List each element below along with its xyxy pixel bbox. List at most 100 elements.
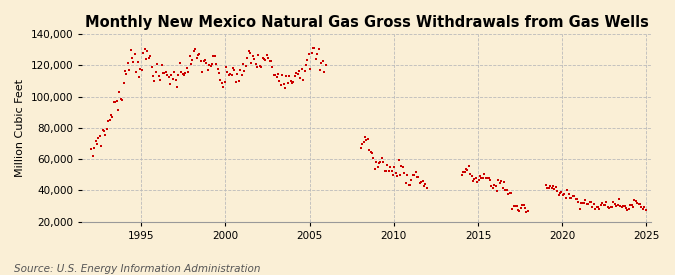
Point [288,79,299,84]
Point [149,79,160,83]
Point [485,178,495,182]
Point [315,68,325,73]
Point [124,68,134,73]
Point [144,56,155,60]
Point [459,169,470,174]
Point [511,203,522,208]
Point [394,157,404,162]
Point [235,68,246,72]
Point [131,70,142,74]
Point [612,203,623,207]
Point [135,67,146,71]
Point [605,204,616,209]
Point [221,65,232,69]
Point [130,52,140,56]
Point [248,57,259,62]
Point [487,186,498,190]
Point [113,108,124,112]
Point [275,83,286,87]
Point [153,73,164,78]
Point [607,205,618,210]
Point [290,74,300,78]
Point [556,190,567,194]
Point [604,206,615,210]
Point [475,174,485,178]
Point [580,197,591,202]
Point [558,193,568,197]
Point [564,196,575,200]
Point [594,207,605,211]
Point [560,196,571,200]
Point [599,202,610,207]
Point [148,74,159,78]
Point [420,182,431,187]
Point [608,200,619,204]
Point [581,202,592,206]
Point [403,183,414,188]
Point [418,184,429,189]
Point [386,169,397,174]
Point [308,46,319,50]
Point [205,64,216,68]
Point [201,61,212,65]
Point [406,178,416,183]
Point [140,56,151,61]
Point [460,166,471,171]
Point [552,189,563,193]
Point [502,188,512,192]
Point [246,60,256,65]
Point [126,48,136,53]
Point [522,209,533,213]
Point [234,79,244,83]
Point [263,56,273,60]
Point [399,171,410,175]
Point [134,75,144,79]
Point [157,71,168,75]
Point [217,80,227,85]
Point [95,134,105,139]
Point [99,129,109,133]
Point [566,196,576,201]
Point [295,75,306,80]
Point [412,175,423,179]
Point [595,203,606,207]
Point [486,184,497,189]
Point [618,204,628,208]
Point [458,170,468,174]
Point [194,52,205,57]
Point [629,198,640,203]
Point [510,204,520,208]
Point [127,56,138,60]
Point [573,200,584,205]
Point [504,191,515,195]
Point [215,78,226,82]
Point [364,148,375,153]
Point [371,160,381,165]
Point [260,57,271,62]
Point [319,70,329,74]
Point [472,180,483,185]
Y-axis label: Million Cubic Feet: Million Cubic Feet [15,79,25,177]
Point [601,200,612,204]
Point [310,57,321,61]
Point [232,72,243,76]
Point [410,170,421,174]
Point [490,184,501,188]
Point [138,51,148,56]
Point [402,172,412,177]
Point [296,67,307,72]
Point [269,73,279,77]
Point [170,78,181,82]
Point [495,179,506,183]
Point [491,188,502,193]
Point [381,169,392,173]
Point [114,90,125,94]
Point [624,207,634,211]
Point [183,70,194,74]
Point [176,70,186,75]
Point [590,207,601,211]
Point [252,65,263,69]
Point [503,191,514,196]
Point [392,174,403,179]
Point [611,204,622,208]
